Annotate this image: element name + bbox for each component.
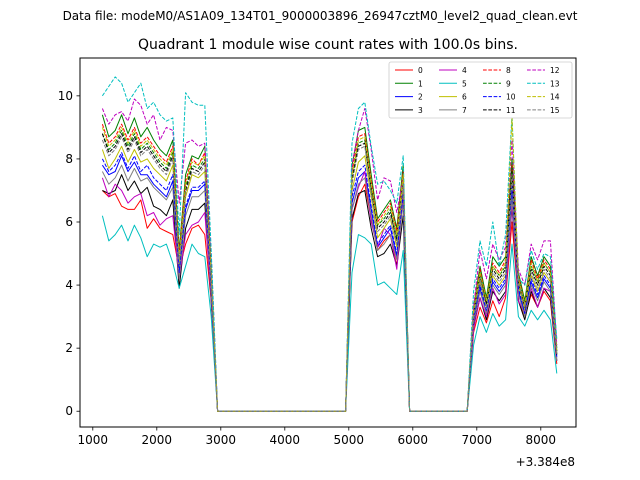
chart-title: Quadrant 1 module wise count rates with … [138,37,518,53]
y-tick-label: 2 [65,341,73,355]
series-line-15 [101,136,558,412]
x-offset-label: +3.384e8 [516,455,575,469]
series-line-0 [102,183,558,412]
y-tick-label: 4 [65,278,73,292]
y-tick-label: 10 [58,89,73,103]
x-tick-label: 2000 [142,433,173,447]
legend-frame [388,61,573,119]
y-tick-label: 6 [65,215,73,229]
series-layer [101,76,558,412]
x-tick-label: 3000 [206,433,237,447]
series-line-13 [101,76,558,412]
series-line-4 [101,171,558,412]
legend-label-9: 9 [506,79,511,88]
figure-suptitle: Data file: modeM0/AS1A09_134T01_90000038… [63,9,578,23]
legend-label-2: 2 [418,93,423,102]
legend-label-1: 1 [418,79,423,88]
legend-label-11: 11 [506,106,516,115]
series-line-5 [101,215,558,412]
legend-label-13: 13 [550,79,560,88]
legend-label-12: 12 [550,66,560,75]
x-tick-label: 6000 [398,433,429,447]
y-axis: 0 2 4 6 8 10 [58,89,80,418]
series-line-10 [101,152,558,412]
legend-label-7: 7 [462,106,467,115]
legend-label-14: 14 [550,93,560,102]
x-tick-label: 5000 [334,433,365,447]
legend-label-4: 4 [462,66,467,75]
legend-label-0: 0 [418,66,423,75]
x-axis: 1000 2000 3000 4000 5000 6000 7000 8000 [78,427,557,447]
legend-label-6: 6 [462,93,467,102]
series-line-14 [101,117,558,412]
x-tick-label: 4000 [270,433,301,447]
y-tick-label: 0 [65,404,73,418]
x-tick-label: 7000 [462,433,493,447]
y-tick-label: 8 [65,152,73,166]
legend-label-8: 8 [506,66,511,75]
plot-frame [79,57,577,428]
legend-label-15: 15 [550,106,560,115]
x-tick-label: 8000 [526,433,557,447]
legend-label-10: 10 [506,93,516,102]
series-line-7 [101,164,558,412]
x-tick-label: 1000 [78,433,109,447]
legend-label-5: 5 [462,79,467,88]
legend-label-3: 3 [418,106,423,115]
series-line-11 [101,133,558,412]
